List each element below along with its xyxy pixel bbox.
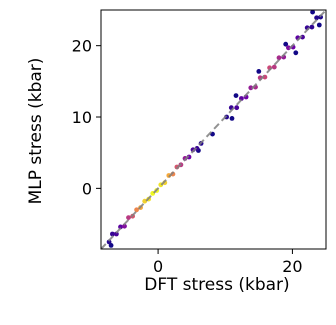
x-tick-label: 20 [282, 257, 302, 276]
y-tick-label: 0 [82, 179, 92, 198]
data-point [277, 55, 282, 60]
y-tick-label: 20 [72, 37, 92, 56]
reference-line [101, 10, 326, 249]
x-tick-label: 0 [153, 257, 163, 276]
data-point [317, 23, 322, 28]
y-tick-label: 10 [72, 108, 92, 127]
x-axis-label: DFT stress (kbar) [144, 275, 289, 295]
data-point [310, 25, 315, 30]
data-point [230, 116, 235, 121]
y-axis-label: MLP stress (kbar) [26, 58, 46, 205]
data-point [126, 215, 131, 220]
data-point [234, 105, 239, 110]
data-point [272, 65, 277, 70]
plot-area [101, 10, 326, 249]
data-point [293, 50, 298, 55]
data-point [234, 93, 239, 98]
data-point [256, 69, 261, 74]
plot-marks [101, 10, 326, 249]
